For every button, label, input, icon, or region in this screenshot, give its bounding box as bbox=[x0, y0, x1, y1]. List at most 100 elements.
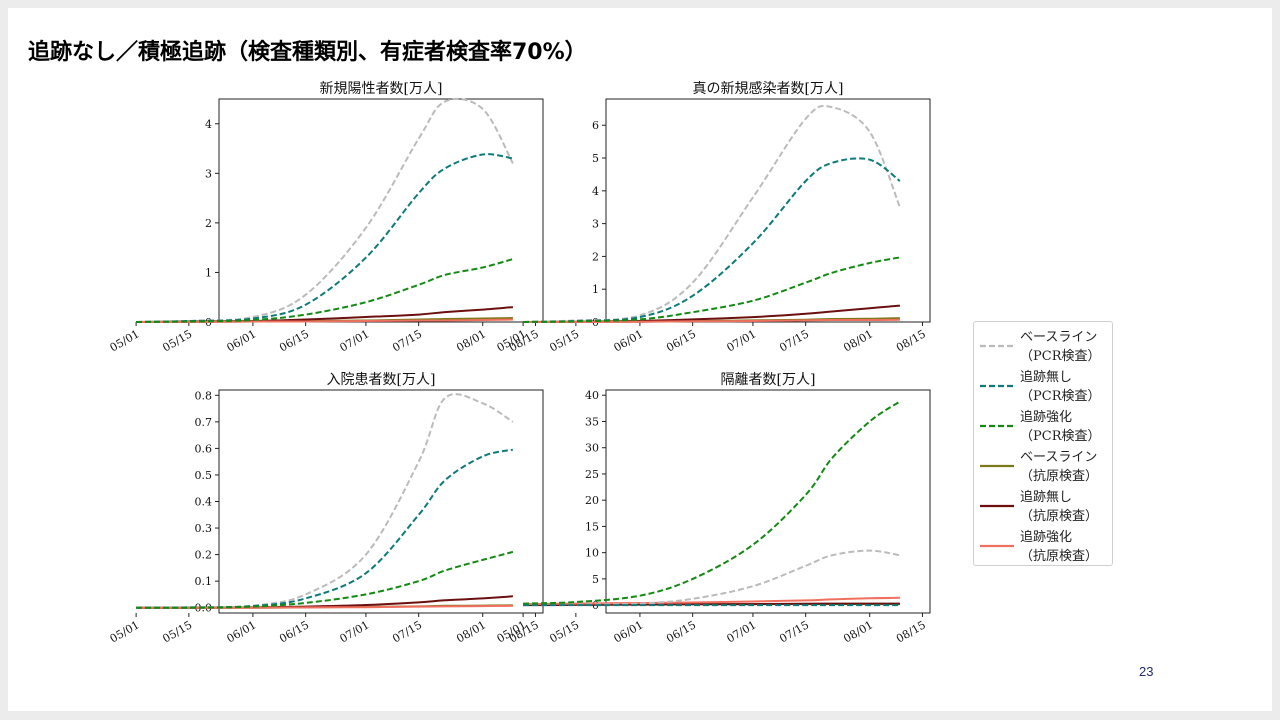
plot-frame bbox=[218, 98, 544, 323]
legend-label: ベースライン bbox=[1020, 450, 1098, 465]
y-tick-label: 35 bbox=[585, 415, 599, 428]
y-tick-label: 15 bbox=[585, 520, 599, 533]
x-tick-label: 06/15 bbox=[664, 327, 698, 354]
y-tick-label: 0.2 bbox=[195, 549, 213, 562]
legend-swatch bbox=[980, 464, 1014, 468]
legend-item: ベースライン （PCR検査） bbox=[974, 328, 1112, 368]
y-tick-label: 40 bbox=[585, 389, 599, 402]
legend-sublabel: （PCR検査） bbox=[1020, 389, 1101, 404]
x-tick-label: 05/15 bbox=[547, 618, 581, 645]
legend-label: 追跡強化 bbox=[1020, 410, 1073, 425]
y-tick-label: 4 bbox=[205, 118, 212, 131]
series-line bbox=[523, 596, 900, 606]
series-line bbox=[523, 256, 901, 323]
y-tick-label: 0.4 bbox=[195, 496, 213, 509]
legend-item: ベースライン （抗原検査） bbox=[974, 448, 1112, 488]
x-tick-label: 07/01 bbox=[337, 618, 371, 645]
y-tick-label: 1 bbox=[205, 266, 212, 279]
legend-swatch bbox=[980, 424, 1014, 428]
legend-label: 追跡強化 bbox=[1020, 530, 1073, 545]
series-line bbox=[523, 318, 900, 324]
y-tick-label: 25 bbox=[585, 468, 599, 481]
x-tick-label: 06/15 bbox=[664, 618, 698, 645]
x-tick-label: 06/01 bbox=[224, 618, 258, 645]
legend-item: 追跡無し （PCR検査） bbox=[974, 368, 1112, 408]
series-line bbox=[523, 104, 901, 323]
chart-title: 入院患者数[万人] bbox=[327, 372, 436, 388]
series-line bbox=[136, 550, 514, 609]
x-tick-label: 07/01 bbox=[724, 618, 758, 645]
legend-item: 追跡強化 （PCR検査） bbox=[974, 408, 1112, 448]
legend-sublabel: （抗原検査） bbox=[1020, 549, 1099, 564]
y-tick-label: 2 bbox=[592, 250, 599, 263]
slide-title: 追跡なし／積極追跡（検査種類別、有症者検査率70%） bbox=[28, 40, 587, 65]
x-tick-label: 06/01 bbox=[611, 327, 645, 354]
legend-label: 追跡無し bbox=[1020, 370, 1073, 385]
y-tick-label: 4 bbox=[592, 185, 599, 198]
x-tick-label: 07/01 bbox=[337, 327, 371, 354]
legend-sublabel: （抗原検査） bbox=[1020, 509, 1099, 524]
y-tick-label: 2 bbox=[205, 217, 212, 230]
x-tick-label: 06/01 bbox=[224, 327, 258, 354]
x-tick-label: 07/15 bbox=[777, 327, 811, 354]
series-line bbox=[136, 318, 513, 324]
legend-label: ベースライン bbox=[1020, 330, 1098, 345]
legend-swatch bbox=[980, 544, 1014, 548]
legend-swatch bbox=[980, 384, 1014, 388]
x-tick-label: 08/01 bbox=[841, 327, 875, 354]
series-line bbox=[523, 549, 901, 607]
legend-sublabel: （抗原検査） bbox=[1020, 469, 1099, 484]
y-tick-label: 5 bbox=[592, 152, 599, 165]
legend-item: 追跡強化 （抗原検査） bbox=[974, 528, 1112, 568]
chart-panel: 入院患者数[万人]0.00.10.20.30.40.50.60.70.805/0… bbox=[108, 372, 544, 645]
y-tick-label: 5 bbox=[592, 573, 599, 586]
legend-sublabel: （PCR検査） bbox=[1020, 429, 1101, 444]
legend-sublabel: （PCR検査） bbox=[1020, 349, 1101, 364]
page-number: 23 bbox=[1139, 664, 1154, 679]
x-tick-label: 08/15 bbox=[894, 618, 928, 645]
x-tick-label: 06/15 bbox=[277, 618, 311, 645]
plot-frame bbox=[218, 389, 544, 614]
legend-label: 追跡無し bbox=[1020, 490, 1073, 505]
legend-item: 追跡無し （抗原検査） bbox=[974, 488, 1112, 528]
x-tick-label: 05/15 bbox=[160, 618, 194, 645]
x-tick-label: 08/01 bbox=[454, 327, 488, 354]
x-tick-label: 07/15 bbox=[390, 327, 424, 354]
x-tick-label: 05/15 bbox=[160, 327, 194, 354]
y-tick-label: 10 bbox=[585, 547, 599, 560]
x-tick-label: 07/15 bbox=[390, 618, 424, 645]
x-tick-label: 07/01 bbox=[724, 327, 758, 354]
plot-frame bbox=[605, 389, 931, 614]
plot-frame bbox=[605, 98, 931, 323]
legend: ベースライン （PCR検査） 追跡無し （PCR検査） 追跡強化 （PCR検査） ベー… bbox=[973, 321, 1113, 566]
legend-swatch bbox=[980, 344, 1014, 348]
y-tick-label: 0.6 bbox=[195, 442, 213, 455]
y-tick-label: 30 bbox=[585, 442, 599, 455]
x-tick-label: 08/01 bbox=[841, 618, 875, 645]
legend-swatch bbox=[980, 504, 1014, 508]
x-tick-label: 07/15 bbox=[777, 618, 811, 645]
y-tick-label: 0.8 bbox=[195, 389, 213, 402]
x-tick-label: 06/15 bbox=[277, 327, 311, 354]
x-tick-label: 05/15 bbox=[547, 327, 581, 354]
chart-title: 真の新規感染者数[万人] bbox=[693, 80, 844, 97]
series-line bbox=[136, 604, 513, 609]
x-tick-label: 08/01 bbox=[454, 618, 488, 645]
y-tick-label: 6 bbox=[592, 119, 599, 132]
y-tick-label: 20 bbox=[585, 494, 599, 507]
x-tick-label: 08/15 bbox=[894, 327, 928, 354]
chart-title: 隔離者数[万人] bbox=[721, 371, 816, 388]
y-tick-label: 0.7 bbox=[195, 416, 213, 429]
series-line bbox=[523, 400, 901, 605]
y-tick-label: 1 bbox=[592, 283, 599, 296]
chart-title: 新規陽性者数[万人] bbox=[320, 81, 443, 97]
x-tick-label: 05/01 bbox=[108, 327, 142, 354]
y-tick-label: 0.3 bbox=[195, 522, 213, 535]
y-tick-label: 0.5 bbox=[195, 469, 213, 482]
y-tick-label: 3 bbox=[592, 218, 599, 231]
y-tick-label: 0.1 bbox=[195, 575, 213, 588]
